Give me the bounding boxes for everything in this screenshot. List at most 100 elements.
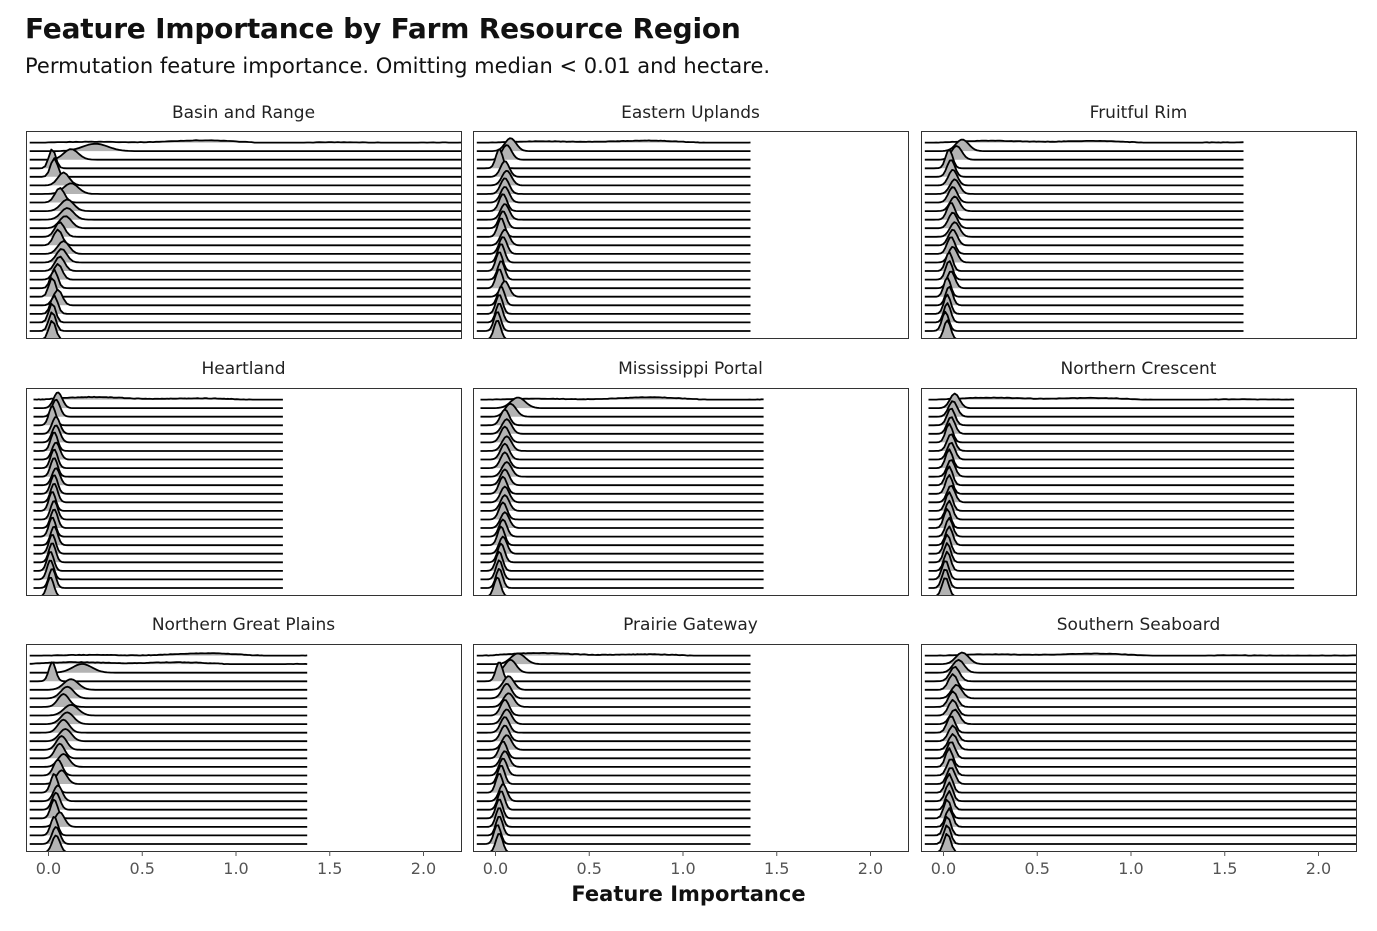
ridge-area — [924, 246, 1244, 263]
ridge-line — [476, 675, 751, 691]
ridge-area — [47, 835, 65, 851]
ridge-area — [939, 833, 956, 851]
ridge-line — [928, 422, 1295, 444]
ridge-line — [476, 783, 751, 803]
ridge-line — [33, 474, 283, 495]
ridge-line — [928, 392, 1295, 409]
ridge-line — [480, 461, 764, 478]
ridge-line — [924, 285, 1244, 307]
ridge-line — [476, 798, 751, 820]
ridge-line — [476, 251, 751, 272]
facet-strip-label: Fruitful Rim — [1090, 103, 1188, 123]
ridge-area — [29, 208, 461, 220]
ridge-area — [480, 419, 764, 434]
ridge-line — [476, 177, 751, 195]
ridge-line — [476, 692, 751, 708]
x-tick-label: 1.5 — [1212, 859, 1237, 878]
ridge-line — [928, 542, 1295, 564]
ridge-area — [33, 569, 283, 588]
ridge-line — [29, 678, 308, 691]
ridge-line — [33, 525, 283, 547]
ridge-line — [480, 518, 764, 538]
ridge-line — [29, 142, 461, 152]
ridge-line — [480, 396, 764, 409]
ridge-area — [480, 469, 764, 486]
ridge-line — [924, 767, 1356, 785]
ridge-line — [29, 248, 461, 264]
ridge-line — [476, 294, 751, 315]
ridge-line — [29, 157, 461, 178]
ridge-line — [29, 207, 461, 221]
ridge-line — [924, 747, 1356, 768]
ridge-area — [924, 271, 1244, 289]
panel-border — [921, 131, 1357, 339]
facet-panel: Eastern Uplands — [473, 103, 909, 339]
ridge-line — [480, 568, 764, 589]
ridge-line — [480, 418, 764, 435]
ridge-line — [33, 405, 283, 427]
ridge-line — [480, 468, 764, 487]
ridge-line — [33, 500, 283, 521]
ridge-line — [476, 658, 751, 674]
ridge-area — [29, 662, 308, 682]
ridge-line — [476, 750, 751, 768]
ridge-line — [924, 251, 1244, 272]
ridge-line — [29, 302, 461, 324]
ridge-line — [480, 396, 764, 401]
ridge-area — [29, 188, 461, 203]
facet-strip-label: Northern Great Plains — [152, 615, 335, 635]
ridge-line — [924, 169, 1244, 187]
ridge-line — [924, 195, 1244, 212]
ridge-line — [33, 448, 283, 469]
ridge-line — [924, 202, 1244, 221]
ridge-line — [476, 243, 751, 264]
ridge-area — [33, 526, 283, 546]
ridge-line — [29, 263, 461, 281]
panel-border — [26, 131, 462, 339]
ridge-area — [29, 222, 461, 237]
ridge-line — [924, 260, 1244, 281]
ridge-line — [928, 560, 1295, 581]
ridge-line — [476, 652, 751, 665]
x-tick-label: 0.0 — [931, 859, 956, 878]
ridge-line — [29, 753, 308, 768]
ridge-line — [924, 293, 1244, 315]
ridge-line — [924, 815, 1356, 837]
ridge-line — [29, 742, 308, 760]
ridge-area — [924, 146, 1244, 160]
ridge-area — [29, 743, 308, 759]
ridge-line — [476, 740, 751, 760]
ridge-area — [476, 735, 751, 750]
ridge-line — [29, 685, 308, 700]
panel-border — [473, 388, 909, 596]
ridge-area — [476, 145, 751, 160]
x-tick-label: 2.0 — [858, 859, 883, 878]
ridge-line — [476, 160, 751, 178]
ridge-area — [939, 320, 956, 338]
ridge-line — [29, 311, 461, 332]
ridge-line — [29, 268, 461, 290]
ridge-line — [924, 690, 1356, 708]
ridge-area — [928, 393, 1295, 409]
ridge-line — [33, 559, 283, 581]
ridge-line — [480, 475, 764, 495]
ridge-line — [928, 442, 1295, 461]
ridge-line — [29, 826, 308, 845]
ridge-line — [29, 240, 461, 255]
ridge-line — [33, 483, 283, 504]
facet-strip-label: Basin and Range — [172, 103, 315, 123]
x-tick-label: 1.5 — [317, 859, 342, 878]
ridge-line — [928, 550, 1295, 572]
ridge-line — [924, 211, 1244, 230]
ridge-area — [476, 295, 751, 314]
ridge-line — [476, 268, 751, 290]
ridge-line — [476, 217, 751, 238]
ridge-line — [924, 145, 1244, 161]
ridge-line — [924, 159, 1244, 178]
ridge-area — [29, 249, 461, 263]
facet-panel: Basin and Range — [26, 103, 462, 339]
x-tick-label: 1.0 — [670, 859, 695, 878]
ridge-area — [476, 799, 751, 819]
ridge-line — [928, 396, 1295, 401]
ridge-line — [476, 652, 751, 657]
